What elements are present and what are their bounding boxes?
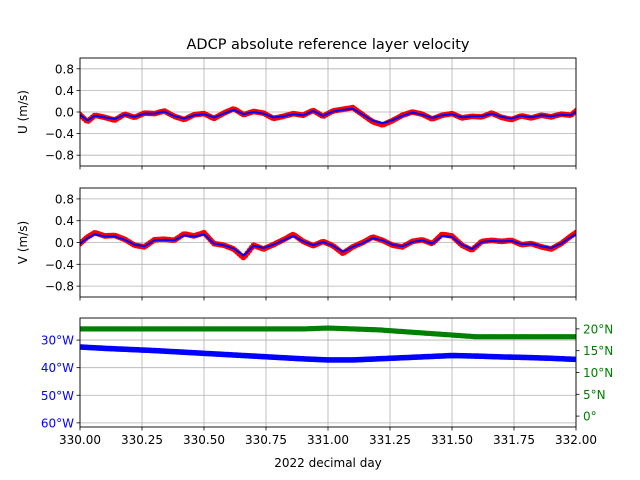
y-axis-label: V (m/s)	[16, 221, 30, 264]
x-tick-label: 330.50	[183, 433, 225, 447]
y-tick-label: 0.4	[55, 214, 74, 228]
right-y-tick-label: 5°N	[583, 388, 606, 402]
axes-frame	[79, 317, 577, 428]
axes-panel-1	[76, 57, 577, 170]
x-axis-label: 2022 decimal day	[274, 456, 382, 470]
x-tick-label: 330.75	[245, 433, 287, 447]
series-line	[80, 233, 576, 257]
y-tick-label: 0.4	[55, 84, 74, 98]
right-y-tick-label: 20°N	[583, 322, 613, 336]
chart-title: ADCP absolute reference layer velocity	[186, 37, 469, 53]
right-y-tick-label: 15°N	[583, 344, 613, 358]
plot-data-group	[80, 229, 576, 261]
y-tick-label: −0.4	[45, 127, 74, 141]
y-tick-label: 30°W	[41, 334, 74, 348]
y-tick-label: 0.8	[55, 62, 74, 76]
axes-frame	[79, 57, 577, 167]
axes-panel-2	[76, 187, 577, 301]
x-tick-label: 330.00	[59, 433, 101, 447]
plot-data-group	[80, 325, 576, 363]
x-tick-label: 330.25	[121, 433, 163, 447]
y-tick-label: 60°W	[41, 416, 74, 430]
x-tick-label: 331.00	[307, 433, 349, 447]
y-tick-label: 40°W	[41, 361, 74, 375]
y-tick-label: 0.0	[55, 106, 74, 120]
y-tick-label: −0.4	[45, 258, 74, 272]
right-y-tick-label: 0°	[583, 410, 597, 424]
axes-frame	[79, 187, 577, 298]
x-tick-label: 331.50	[431, 433, 473, 447]
y-axis-label: U (m/s)	[16, 90, 30, 134]
y-tick-label: −0.8	[45, 280, 74, 294]
right-y-tick-label: 10°N	[583, 366, 613, 380]
x-tick-label: 332.00	[555, 433, 597, 447]
axes-panel-3	[76, 317, 580, 431]
latitude-point	[573, 334, 576, 340]
plot-data-group	[80, 104, 576, 128]
x-tick-label: 331.25	[369, 433, 411, 447]
x-tick-label: 331.75	[493, 433, 535, 447]
y-tick-label: 0.8	[55, 192, 74, 206]
longitude-point	[573, 356, 576, 363]
series-line	[80, 107, 576, 125]
y-tick-label: −0.8	[45, 149, 74, 163]
y-tick-label: 0.0	[55, 236, 74, 250]
y-tick-label: 50°W	[41, 389, 74, 403]
